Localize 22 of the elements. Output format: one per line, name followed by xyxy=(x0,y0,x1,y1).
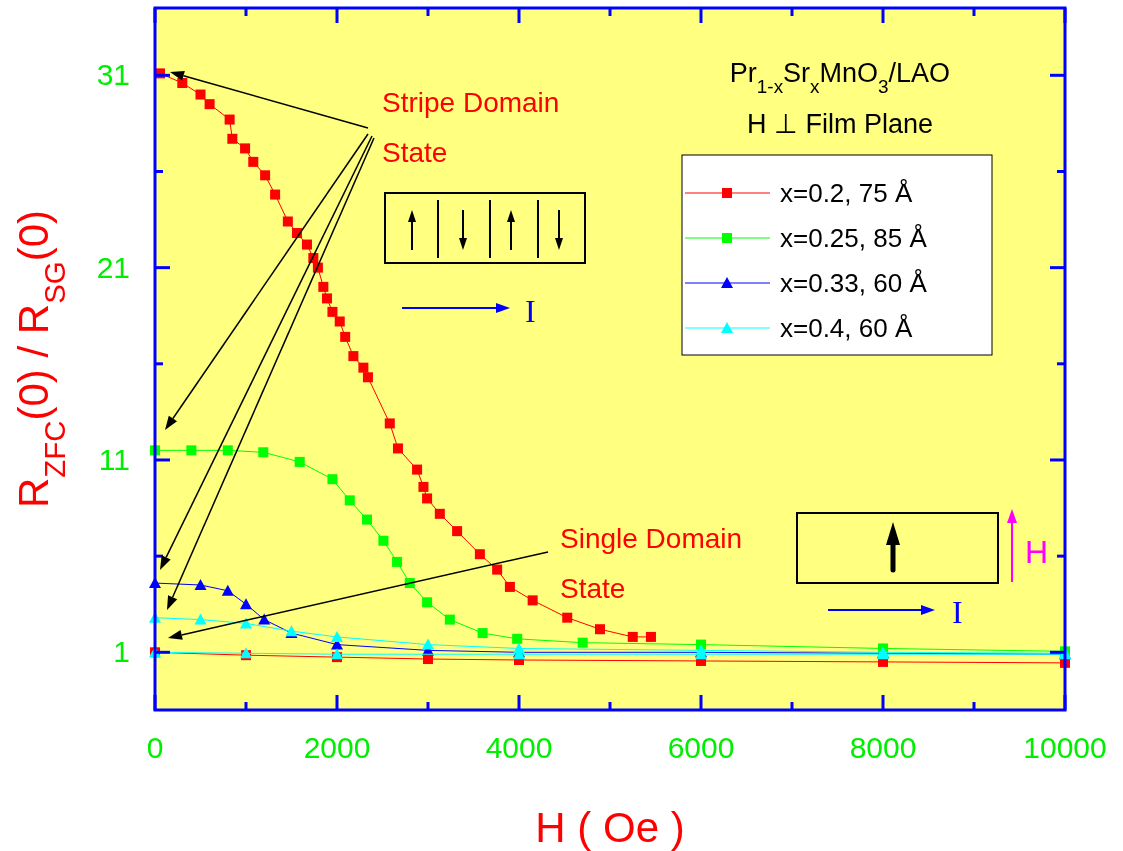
legend-label: x=0.33, 60 Å xyxy=(780,268,928,298)
x-tick-label: 0 xyxy=(146,731,164,764)
y-tick-label: 11 xyxy=(98,442,130,476)
x-tick-label: 6000 xyxy=(667,731,735,764)
x-tick-label: 8000 xyxy=(849,731,917,764)
legend-label: x=0.2, 75 Å xyxy=(780,178,913,208)
x-tick-label: 10000 xyxy=(1023,731,1107,764)
y-tick-label: 1 xyxy=(113,635,130,669)
legend-label: x=0.25, 85 Å xyxy=(780,223,928,253)
annotation: Stripe Domain State xyxy=(382,87,560,168)
y-tick-label: 21 xyxy=(96,250,130,284)
annotation: H xyxy=(1025,534,1049,570)
annotation: I xyxy=(952,594,963,630)
x-tick-label: 4000 xyxy=(485,731,553,764)
x-tick-label: 2000 xyxy=(303,731,371,764)
text: H ⊥ Film Plane xyxy=(746,109,934,139)
annotation: I xyxy=(525,293,536,329)
y-tick-label: 31 xyxy=(96,58,130,92)
x-axis-title: H ( Oe ) xyxy=(535,804,685,851)
annotation: Single Domain State xyxy=(560,523,743,604)
legend-label: x=0.4, 60 Å xyxy=(780,313,913,343)
text: Pr$_{1-x}$Sr$_{x}$MnO$_{3}$/LAO xyxy=(729,58,951,97)
